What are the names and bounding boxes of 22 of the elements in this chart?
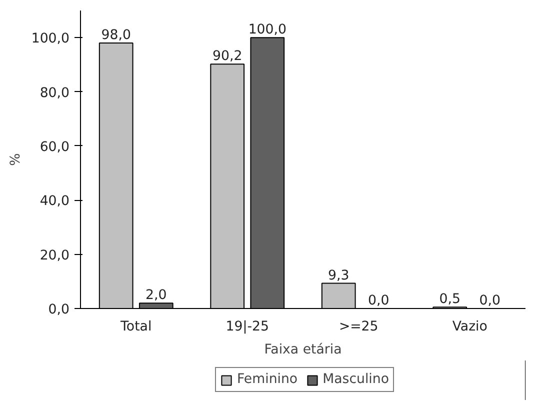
data-label: 0,0 (368, 294, 390, 308)
data-label: 2,0 (146, 288, 167, 304)
x-tick-label: >=25 (338, 320, 378, 334)
data-label: 90,2 (212, 49, 242, 64)
y-tick-label: 0,0 (48, 302, 70, 318)
data-label: 0,0 (479, 294, 501, 308)
data-label: 9,3 (328, 268, 350, 284)
data-label: 98,0 (101, 28, 131, 44)
data-label: 0,5 (439, 292, 460, 308)
data-label: 100,0 (248, 22, 286, 38)
legend-label: Masculino (322, 372, 389, 387)
x-tick-label: 19|-25 (226, 320, 269, 334)
x-tick-label: Vazio (452, 320, 488, 334)
y-axis-title: % (8, 153, 24, 166)
x-axis-title: Faixa etária (264, 342, 342, 358)
y-tick-label: 100,0 (31, 32, 70, 47)
y-tick-label: 20,0 (40, 248, 70, 264)
legend-label: Feminino (237, 372, 298, 387)
y-tick-label: 40,0 (40, 194, 70, 210)
y-tick-label: 80,0 (40, 86, 70, 101)
x-tick-label: Total (120, 320, 152, 334)
y-tick-label: 60,0 (40, 140, 70, 155)
